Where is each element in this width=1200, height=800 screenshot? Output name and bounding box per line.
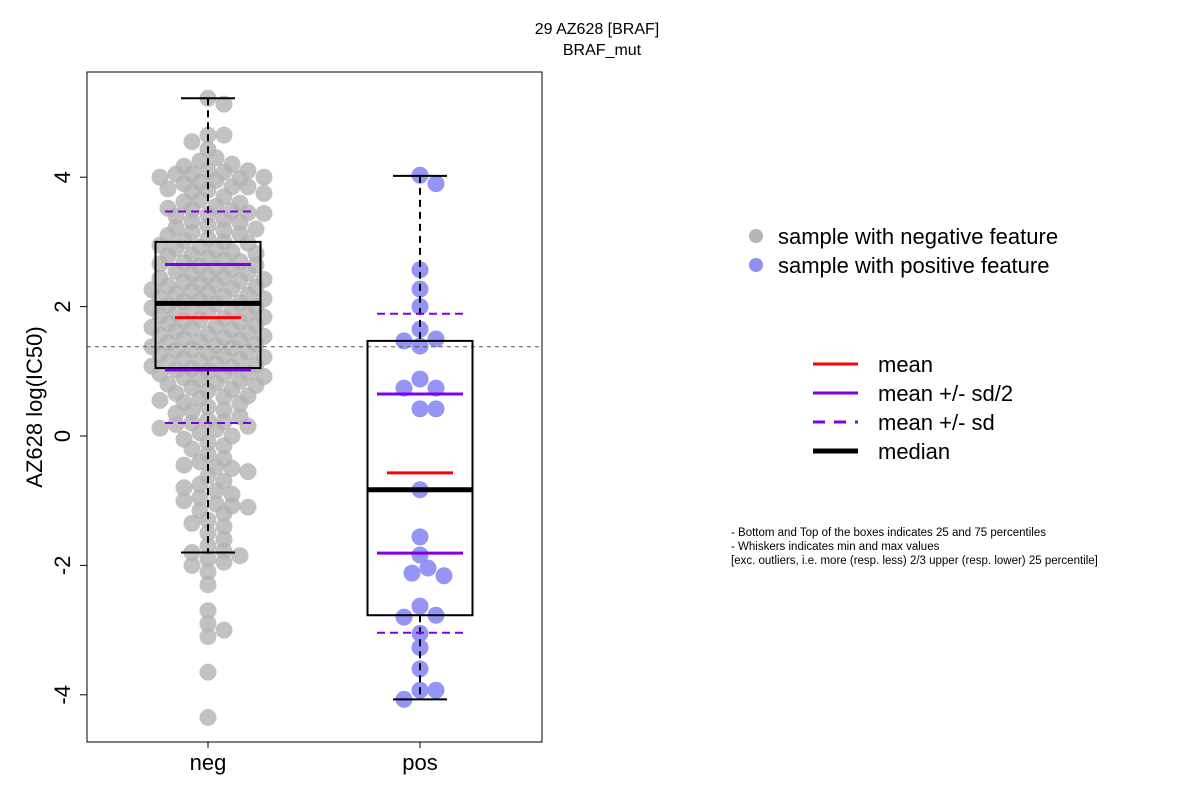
neg-data-point xyxy=(232,547,249,564)
y-tick-label: -4 xyxy=(50,685,75,705)
footnote: - Bottom and Top of the boxes indicates … xyxy=(731,527,1046,539)
legend-points: sample with negative feature sample with … xyxy=(749,224,1058,278)
x-tick-label: neg xyxy=(190,750,227,775)
neg-data-point xyxy=(248,220,265,237)
neg-data-point xyxy=(184,515,201,532)
neg-data-point xyxy=(160,180,177,197)
pos-data-point xyxy=(420,559,437,576)
pos-data-point xyxy=(396,609,413,626)
neg-data-point xyxy=(256,169,273,186)
legend-line-label: mean +/- sd xyxy=(878,410,995,435)
neg-data-point xyxy=(200,628,217,645)
neg-data-point xyxy=(152,392,169,409)
pos-data-point xyxy=(412,400,429,417)
y-tick-label: 0 xyxy=(50,430,75,442)
neg-data-point xyxy=(200,664,217,681)
notes: - Bottom and Top of the boxes indicates … xyxy=(731,527,1098,567)
points-layer xyxy=(144,90,453,726)
x-axis: neg pos xyxy=(190,742,438,775)
neg-data-point xyxy=(200,709,217,726)
pos-data-point xyxy=(404,565,421,582)
y-axis: -4 -2 0 2 4 xyxy=(50,171,87,705)
neg-data-point xyxy=(216,127,233,144)
pos-data-point xyxy=(436,567,453,584)
legend-point-label: sample with positive feature xyxy=(778,253,1049,278)
pos-data-point xyxy=(428,682,445,699)
neg-data-point xyxy=(256,205,273,222)
neg-data-point xyxy=(240,418,257,435)
legend-lines: mean mean +/- sd/2 mean +/- sd median xyxy=(813,352,1013,464)
neg-data-point xyxy=(176,457,193,474)
neg-data-point xyxy=(184,557,201,574)
pos-data-point xyxy=(428,175,445,192)
x-tick-label: pos xyxy=(402,750,437,775)
legend-line-label: median xyxy=(878,439,950,464)
y-tick-label: 2 xyxy=(50,300,75,312)
pos-data-point xyxy=(428,400,445,417)
neg-data-point xyxy=(168,416,185,433)
y-axis-label: AZ628 log(IC50) xyxy=(22,326,47,487)
neg-data-point xyxy=(256,185,273,202)
neg-data-point xyxy=(176,492,193,509)
neg-data-point xyxy=(240,178,257,195)
pos-data-point xyxy=(412,528,429,545)
legend-point-label: sample with negative feature xyxy=(778,224,1058,249)
chart-title: 29 AZ628 [BRAF] xyxy=(535,21,660,38)
legend-line-label: mean +/- sd/2 xyxy=(878,381,1013,406)
pos-data-point xyxy=(428,330,445,347)
neg-data-point xyxy=(216,554,233,571)
y-tick-label: 4 xyxy=(50,171,75,183)
neg-data-point xyxy=(200,576,217,593)
neg-data-point xyxy=(184,133,201,150)
neg-data-point xyxy=(240,499,257,516)
footnote: - Whiskers indicates min and max values xyxy=(731,541,940,553)
neg-data-point xyxy=(192,453,209,470)
neg-data-point xyxy=(216,622,233,639)
chart-subtitle: BRAF_mut xyxy=(563,42,642,59)
y-tick-label: -2 xyxy=(50,556,75,576)
legend-marker-icon xyxy=(749,229,763,243)
pos-data-point xyxy=(412,598,429,615)
neg-data-point xyxy=(240,463,257,480)
footnote: [exc. outliers, i.e. more (resp. less) 2… xyxy=(731,555,1098,567)
legend-marker-icon xyxy=(749,258,763,272)
legend-line-label: mean xyxy=(878,352,933,377)
pos-data-point xyxy=(412,371,429,388)
